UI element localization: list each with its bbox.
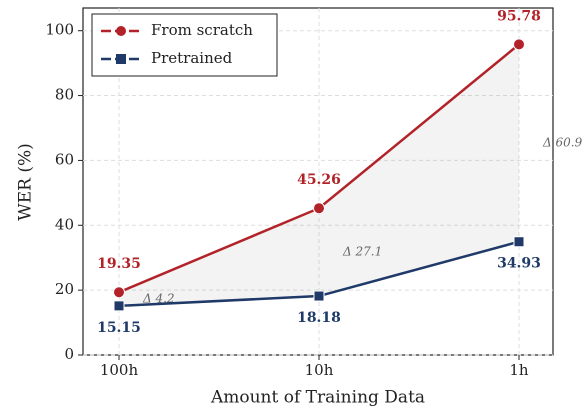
legend-marker: [116, 26, 126, 36]
x-tick-label: 100h: [100, 361, 139, 379]
point: [513, 38, 525, 51]
point: [313, 202, 325, 215]
delta-annotation: Δ 60.9: [542, 136, 583, 150]
value-label: 19.35: [97, 256, 141, 272]
y-tick-label: 40: [55, 215, 74, 233]
point: [513, 236, 525, 248]
point: [313, 290, 325, 302]
y-axis-label: WER (%): [16, 143, 36, 221]
y-tick-label: 60: [55, 150, 74, 168]
point: [113, 300, 125, 312]
y-tick-label: 100: [45, 21, 74, 39]
value-label: 45.26: [297, 172, 341, 188]
legend-label: Pretrained: [151, 49, 233, 67]
value-label: 95.78: [497, 8, 541, 24]
y-tick-label: 0: [64, 345, 74, 363]
delta-annotation: Δ 27.1: [342, 245, 382, 259]
legend-marker: [116, 54, 126, 64]
x-tick-label: 1h: [509, 361, 529, 379]
delta-annotation: Δ 4.2: [142, 292, 175, 306]
value-label: 34.93: [497, 256, 541, 272]
y-tick-label: 80: [55, 86, 74, 104]
value-label: 18.18: [297, 310, 341, 326]
value-label: 15.15: [97, 320, 141, 336]
gap-area: [119, 44, 519, 306]
point: [113, 286, 125, 299]
x-tick-label: 10h: [305, 361, 334, 379]
y-tick-label: 20: [55, 280, 74, 298]
legend-label: From scratch: [151, 21, 253, 39]
legend-box: [91, 13, 278, 77]
x-axis-label: Amount of Training Data: [210, 388, 425, 408]
